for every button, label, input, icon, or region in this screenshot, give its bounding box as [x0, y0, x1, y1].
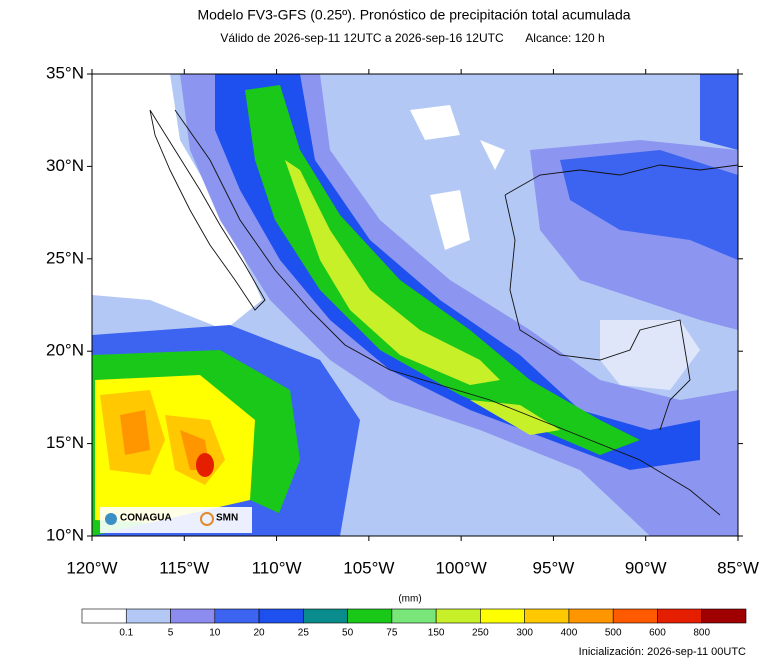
lon-label: 115°W [159, 558, 209, 577]
colorbar-label: 800 [693, 628, 710, 639]
lon-label: 95°W [533, 558, 575, 577]
lon-label: 120°W [66, 558, 117, 577]
colorbar-box [391, 608, 437, 624]
colorbar-box [258, 608, 304, 624]
lat-label: 35°N [46, 63, 84, 82]
colorbar-box [81, 608, 127, 624]
colorbar-box [524, 608, 570, 624]
logo-conagua: CONAGUA [120, 513, 172, 524]
colorbar-box [701, 608, 747, 624]
smn-icon [200, 512, 214, 526]
lat-label: 10°N [46, 525, 84, 544]
colorbar-label: 400 [561, 628, 578, 639]
colorbar-box [480, 608, 525, 624]
lat-label: 15°N [46, 433, 84, 452]
init-time: Inicialización: 2026-sep-11 00UTC [579, 646, 746, 658]
colorbar-label: 600 [649, 628, 666, 639]
colorbar-label: 500 [605, 628, 622, 639]
colorbar-box [214, 608, 260, 624]
colorbar-box [125, 608, 171, 624]
lat-label: 25°N [46, 248, 84, 267]
forecast-range: Alcance: 120 h [525, 31, 604, 45]
colorbar-box [612, 608, 658, 624]
precip-field [92, 74, 738, 536]
conagua-icon [105, 513, 117, 525]
colorbar-label: 250 [472, 628, 489, 639]
colorbar-box [435, 608, 481, 624]
colorbar-box [568, 608, 614, 624]
colorbar-label: 5 [168, 628, 174, 639]
lat-label: 30°N [46, 156, 84, 175]
colorbar-label: 150 [428, 628, 445, 639]
lon-label: 90°W [625, 558, 667, 577]
title: Modelo FV3-GFS (0.25º). Pronóstico de pr… [197, 7, 630, 23]
colorbar-box [347, 608, 393, 624]
colorbar-label: 0.1 [119, 628, 133, 639]
map-frame [91, 73, 739, 537]
logo-box [100, 507, 252, 533]
lon-label: 105°W [343, 558, 394, 577]
colorbar-unit: (mm) [398, 594, 421, 605]
lon-label: 100°W [436, 558, 487, 577]
logo-smn: SMN [216, 513, 238, 524]
colorbar-label: 75 [386, 628, 398, 639]
lat-label: 20°N [46, 341, 84, 360]
colorbar-label: 10 [209, 628, 221, 639]
colorbar-label: 25 [298, 628, 310, 639]
colorbar-label: 300 [516, 628, 533, 639]
valid-range: Válido de 2026-sep-11 12UTC a 2026-sep-1… [220, 31, 504, 45]
colorbar-label: 50 [342, 628, 354, 639]
colorbar-box [657, 608, 703, 624]
colorbar-box [303, 608, 348, 624]
colorbar-label: 20 [254, 628, 266, 639]
lon-label: 85°W [717, 558, 759, 577]
lon-label: 110°W [252, 558, 302, 577]
colorbar-box [170, 608, 216, 624]
